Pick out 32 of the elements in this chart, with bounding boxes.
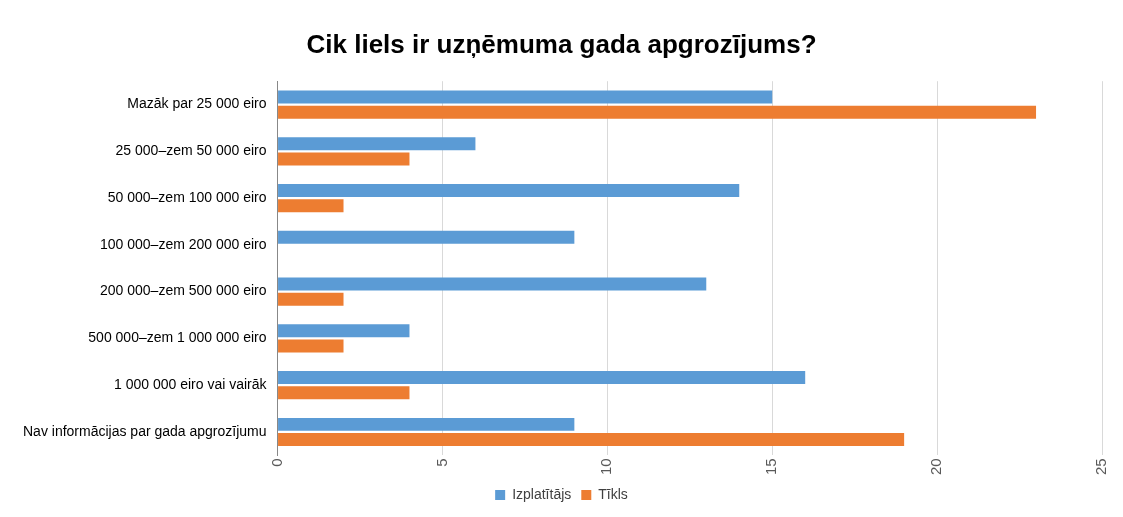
y-tick-label: 1 000 000 eiro vai vairāk <box>114 376 268 393</box>
y-tick-label: 25 000–zem 50 000 eiro <box>115 142 267 159</box>
bar <box>278 199 344 213</box>
bar <box>278 339 344 353</box>
x-tick-label: 20 <box>927 458 945 475</box>
bar <box>278 371 806 385</box>
y-tick-label: 50 000–zem 100 000 eiro <box>107 188 267 205</box>
x-tick-label: 10 <box>597 458 615 475</box>
legend-label: Tīkls <box>598 485 628 502</box>
bar <box>278 277 707 291</box>
bar <box>278 433 905 446</box>
legend-label: Izplatītājs <box>512 485 572 502</box>
bar <box>278 90 773 104</box>
bar <box>278 184 740 197</box>
bar <box>278 230 575 244</box>
x-tick-label: 5 <box>432 458 450 467</box>
bar <box>278 324 410 338</box>
x-tick-label: 15 <box>762 458 780 475</box>
bar <box>278 137 476 151</box>
chart-title: Cik liels ir uzņēmuma gada apgrozījums? <box>306 28 817 59</box>
y-tick-label: Mazāk par 25 000 eiro <box>127 95 267 112</box>
y-tick-label: 100 000–zem 200 000 eiro <box>99 235 267 252</box>
bar <box>278 152 410 166</box>
bar <box>278 417 575 431</box>
y-tick-label: 500 000–zem 1 000 000 eiro <box>88 329 267 346</box>
x-tick-label: 25 <box>1092 458 1110 475</box>
x-tick-label: 0 <box>267 458 285 467</box>
bar <box>278 292 344 306</box>
y-tick-label: 200 000–zem 500 000 eiro <box>99 282 267 299</box>
y-tick-label: Nav informācijas par gada apgrozījumu <box>22 422 267 439</box>
bar <box>278 386 410 400</box>
bar <box>278 105 1037 119</box>
